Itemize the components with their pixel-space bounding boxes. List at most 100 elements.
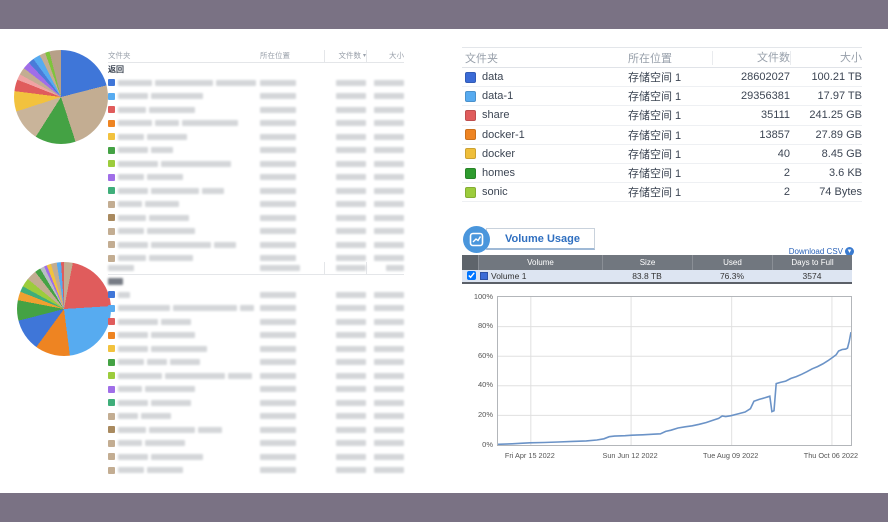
column-header-folder[interactable]: 文件夹 [465, 52, 498, 65]
folder-pie-chart-2[interactable] [17, 262, 111, 356]
size-cell [366, 93, 404, 100]
blurred-folder-row[interactable] [108, 369, 404, 383]
folder-color-swatch [465, 129, 476, 141]
folder-color-swatch [108, 439, 115, 447]
blurred-folder-row[interactable] [108, 144, 404, 158]
blurred-folder-row[interactable] [108, 171, 404, 185]
folder-name-cell [108, 214, 260, 222]
blurred-folder-row[interactable] [108, 396, 404, 410]
download-csv-link[interactable]: Download CSV [788, 247, 843, 256]
blurred-folder-row[interactable] [108, 342, 404, 356]
folder-name: homes [482, 167, 516, 180]
blurred-text [260, 305, 296, 312]
blurred-text [374, 345, 404, 352]
select-all-checkbox-cell[interactable] [462, 255, 478, 270]
back-link-blurred[interactable] [108, 275, 404, 288]
blurred-folder-row[interactable] [108, 356, 404, 370]
size-cell [366, 174, 404, 181]
folder-name-cell [108, 92, 260, 100]
blurred-folder-row[interactable] [108, 383, 404, 397]
blurred-text [336, 332, 366, 339]
blurred-folder-row[interactable] [108, 315, 404, 329]
blurred-folder-row[interactable] [108, 464, 404, 478]
blurred-folder-row[interactable] [108, 130, 404, 144]
blurred-text [374, 386, 404, 393]
blurred-text [336, 255, 366, 262]
size-cell [366, 160, 404, 167]
blurred-folder-row[interactable] [108, 329, 404, 343]
volume-checkbox[interactable] [466, 270, 476, 280]
blurred-text [374, 133, 404, 140]
folder-color-swatch [108, 466, 115, 474]
download-csv-icon[interactable]: ▾ [845, 247, 854, 257]
back-link[interactable]: 返回 [108, 65, 124, 74]
blurred-column-header[interactable] [366, 261, 404, 274]
blurred-text [374, 467, 404, 474]
blurred-folder-row[interactable] [108, 423, 404, 437]
blurred-text [336, 264, 366, 271]
column-header-count[interactable]: 文件数 ▾ [324, 49, 366, 62]
blurred-text [336, 187, 366, 194]
count-cell [324, 241, 366, 248]
table-row[interactable]: data 存储空间 1 28602027 100.21 TB [462, 68, 862, 88]
table-row[interactable]: docker-1 存储空间 1 13857 27.89 GB [462, 126, 862, 145]
blurred-text [336, 201, 366, 208]
download-csv-row: Download CSV ▾ [462, 247, 854, 257]
blurred-text [155, 79, 213, 86]
volume-row[interactable]: Volume 1 83.8 TB 76.3% 3574 [462, 270, 852, 284]
table-row[interactable]: data-1 存储空间 1 29356381 17.97 TB [462, 87, 862, 107]
folder-color-swatch [108, 160, 115, 168]
blurred-text [145, 386, 195, 393]
column-header-location[interactable]: 所在位置 [628, 52, 672, 65]
blurred-column-header[interactable] [324, 261, 366, 274]
blurred-folder-row[interactable] [108, 238, 404, 252]
blurred-text [260, 93, 296, 100]
column-header-location[interactable]: 所在位置 [260, 51, 290, 60]
blurred-folder-row[interactable] [108, 288, 404, 302]
folder-name: share [482, 109, 510, 122]
blurred-folder-row[interactable] [108, 157, 404, 171]
blurred-folder-row[interactable] [108, 437, 404, 451]
column-header-count[interactable]: 文件数 [712, 50, 790, 65]
blurred-folder-row[interactable] [108, 103, 404, 117]
blurred-folder-row[interactable] [108, 184, 404, 198]
y-axis-tick-label: 60% [477, 350, 493, 360]
blurred-text [118, 291, 130, 298]
blurred-text [151, 93, 203, 100]
column-header-size[interactable]: 大小 [366, 49, 404, 62]
folder-color-swatch [108, 106, 115, 114]
count-cell [324, 291, 366, 298]
folder-color-swatch [108, 133, 115, 141]
blurred-folder-row[interactable] [108, 117, 404, 131]
location-cell: 存储空间 1 [628, 129, 682, 142]
folder-name-cell [108, 79, 260, 87]
blurred-folder-row[interactable] [108, 252, 404, 266]
table-row[interactable]: sonic 存储空间 1 2 74 Bytes [462, 183, 862, 203]
blurred-folder-row[interactable] [108, 410, 404, 424]
table-row[interactable]: docker 存储空间 1 40 8.45 GB [462, 145, 862, 164]
folder-color-swatch [108, 412, 115, 420]
location-cell [260, 426, 324, 433]
volume-usage-tab[interactable]: Volume Usage [486, 228, 595, 250]
column-header-size[interactable]: 大小 [790, 50, 862, 65]
table-row[interactable]: share 存储空间 1 35111 241.25 GB [462, 106, 862, 126]
table-row[interactable]: homes 存储空间 1 2 3.6 KB [462, 164, 862, 184]
folder-name-cell: homes [462, 167, 628, 179]
size-cell [366, 440, 404, 447]
blurred-folder-row[interactable] [108, 225, 404, 239]
size-cell [366, 426, 404, 433]
column-header-folder[interactable]: 文件夹 [108, 51, 131, 60]
size-cell [366, 372, 404, 379]
folder-pie-chart-1[interactable] [14, 50, 108, 144]
blurred-column-header[interactable] [108, 264, 260, 271]
blurred-folder-row[interactable] [108, 302, 404, 316]
blurred-folder-row[interactable] [108, 450, 404, 464]
blurred-column-header[interactable] [260, 264, 324, 271]
blurred-folder-row[interactable] [108, 198, 404, 212]
blurred-text [374, 399, 404, 406]
column-header-used: Used [692, 255, 772, 270]
blurred-text [374, 201, 404, 208]
blurred-folder-row[interactable] [108, 76, 404, 90]
blurred-folder-row[interactable] [108, 211, 404, 225]
blurred-folder-row[interactable] [108, 90, 404, 104]
